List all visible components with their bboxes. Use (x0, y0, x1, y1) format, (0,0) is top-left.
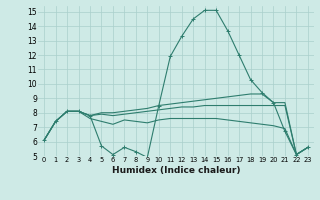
X-axis label: Humidex (Indice chaleur): Humidex (Indice chaleur) (112, 166, 240, 175)
